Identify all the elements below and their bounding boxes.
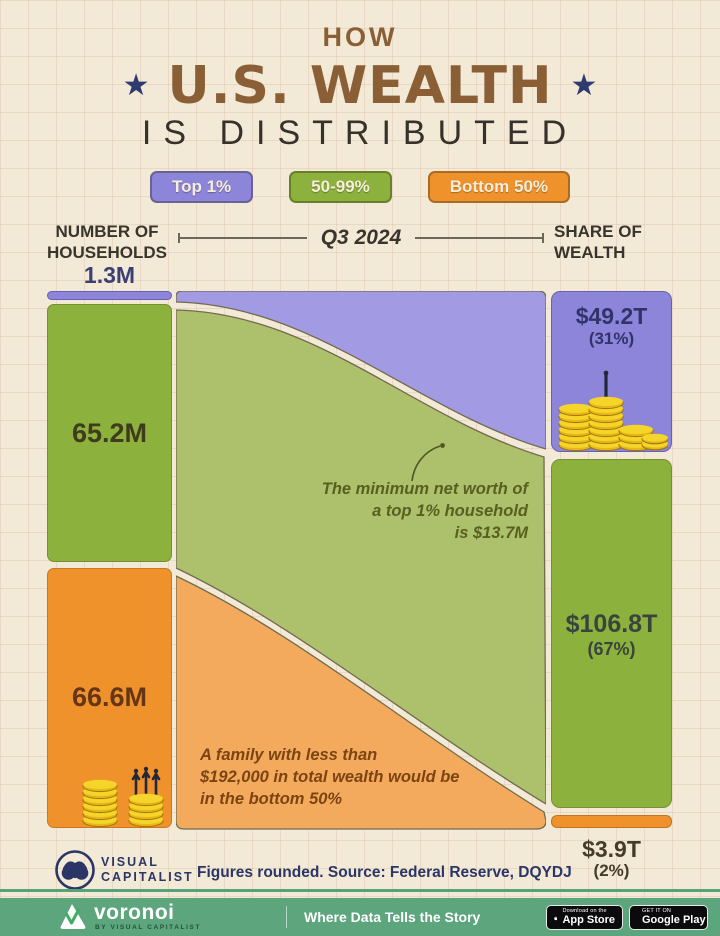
coins-top1-icon (558, 370, 668, 452)
annotation-arrow (411, 443, 445, 482)
households-bottom-value: 66.6M (71, 682, 148, 712)
apple-icon (554, 915, 558, 920)
flow-top1 (176, 291, 546, 450)
voronoi-logo-icon (60, 904, 86, 929)
main-title-row: ★ U.S. WEALTH ★ (0, 56, 720, 116)
coins-bottom50-icon (82, 766, 164, 827)
wealth-bottom-pct: (2%) (593, 861, 630, 880)
right-block-50-99 (551, 459, 672, 808)
google-play-badge[interactable]: GET IT ON Google Play (629, 905, 708, 930)
page-title: U.S. WEALTH (167, 56, 553, 116)
bar-divider (286, 906, 287, 928)
annotation-top1: The minimum net worth of a top 1% househ… (321, 480, 528, 542)
period-range: Q3 2024 (178, 226, 545, 250)
range-tick-left (178, 233, 180, 243)
range-line-right (415, 237, 543, 239)
wealth-mid-value: $106.8T (565, 610, 658, 638)
visual-capitalist-logo-icon (55, 850, 95, 890)
households-mid-value: 65.2M (71, 418, 148, 448)
source-note: Figures rounded. Source: Federal Reserve… (197, 864, 572, 881)
legend: Top 1% 50-99% Bottom 50% (0, 171, 720, 203)
legend-bottom50: Bottom 50% (427, 171, 571, 203)
wealth-mid-pct: (67%) (587, 639, 636, 659)
page-subtitle: IS DISTRIBUTED (141, 114, 579, 152)
visual-capitalist-brand: VISUAL CAPITALIST (101, 855, 194, 884)
wealth-bottom-value: $3.9T (582, 836, 641, 862)
people-icons (131, 766, 161, 797)
voronoi-brand: voronoi (94, 901, 175, 924)
annotation-bottom50: A family with less than $192,000 in tota… (200, 746, 460, 808)
star-icon: ★ (570, 69, 598, 102)
divider-rule (0, 889, 720, 892)
legend-50-99: 50-99% (289, 171, 392, 203)
voronoi-brand-sub: BY VISUAL CAPITALIST (95, 924, 202, 931)
flow-50-99 (176, 309, 546, 805)
wealth-top1-pct: (31%) (588, 329, 635, 348)
left-bar-top1 (47, 291, 172, 300)
right-bar-bottom50 (551, 815, 672, 828)
period-label: Q3 2024 (320, 226, 402, 249)
app-store-badge[interactable]: Download on the App Store (546, 905, 623, 930)
range-tick-right (542, 233, 545, 243)
right-axis-title: SHARE OF WEALTH (554, 222, 642, 262)
flow-bottom50 (176, 575, 546, 830)
sankey-flows (176, 291, 546, 830)
legend-top1: Top 1% (149, 171, 254, 203)
tagline: Where Data Tells the Story (304, 909, 481, 925)
star-icon: ★ (122, 69, 150, 102)
households-top1-value: 1.3M (83, 262, 136, 288)
wealth-top1-value: $49.2T (575, 303, 648, 329)
left-bar-50-99 (47, 304, 172, 562)
range-line-left (180, 237, 307, 239)
title-kicker: HOW (322, 22, 398, 52)
left-axis-title: NUMBER OF HOUSEHOLDS (47, 222, 167, 262)
